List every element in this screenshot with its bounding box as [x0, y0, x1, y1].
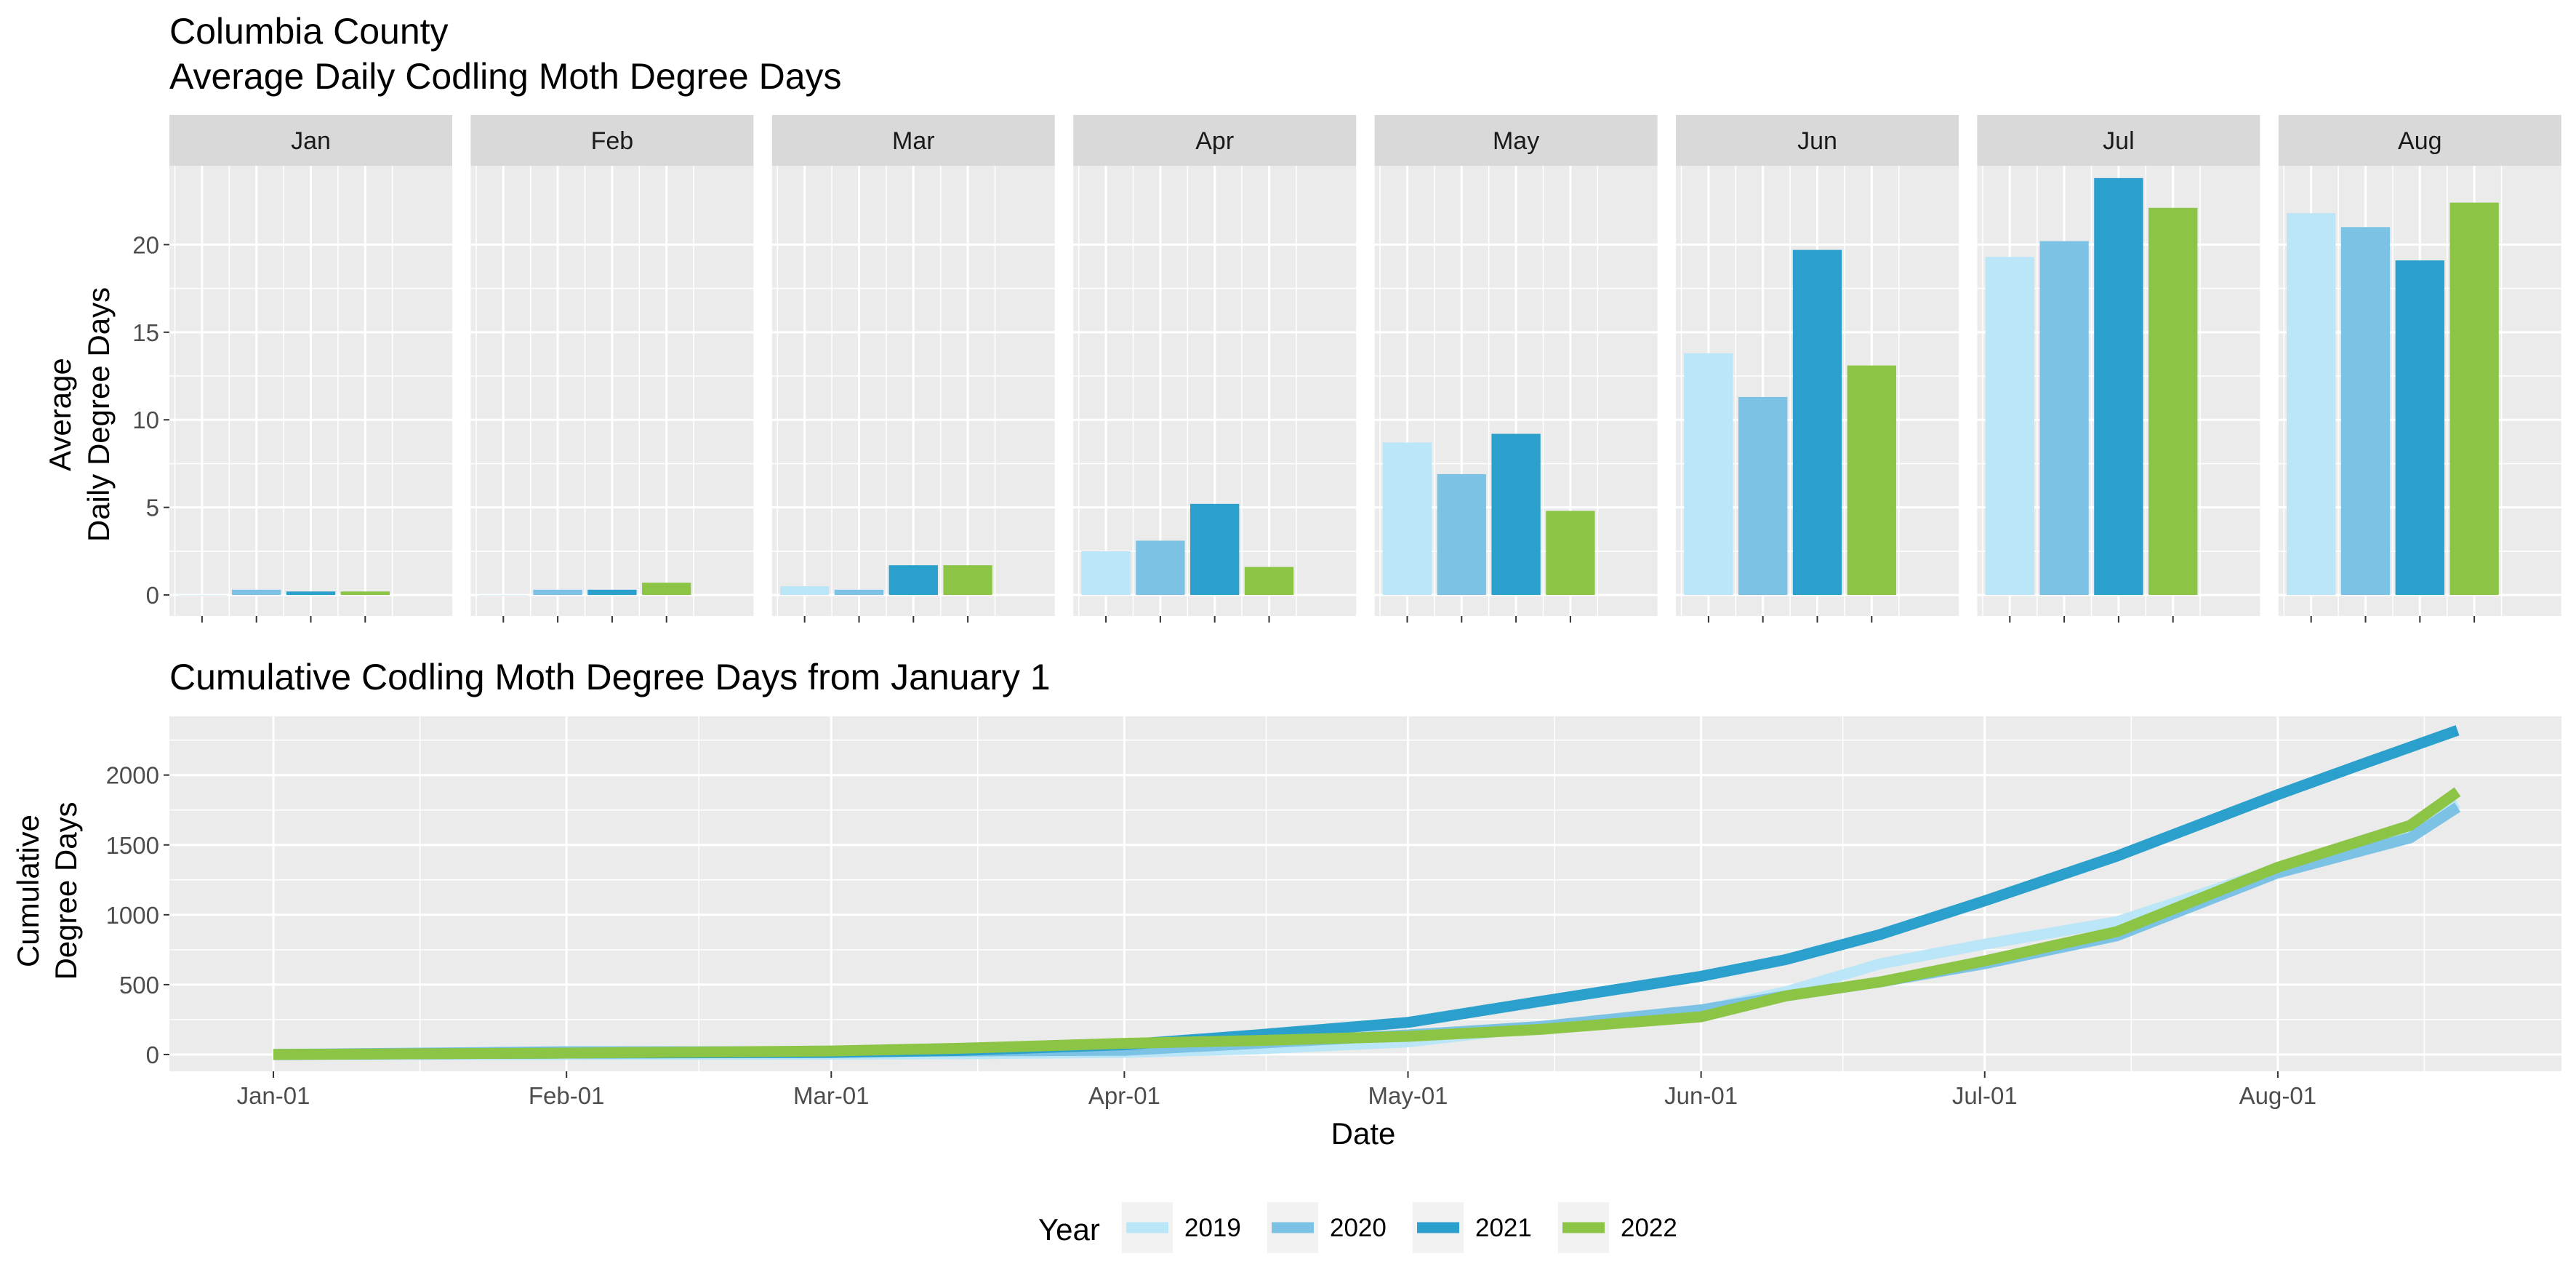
facet-strip-label-mar: Mar — [892, 127, 935, 155]
bar-mar-2021 — [888, 565, 938, 596]
bar-feb-2020 — [533, 589, 582, 596]
line-y-tick-label-2000: 2000 — [106, 762, 159, 789]
line-chart-title: Cumulative Codling Moth Degree Days from… — [169, 657, 1051, 697]
facet-strip-label-jul: Jul — [2103, 127, 2134, 155]
line-y-tick-label-500: 500 — [119, 972, 159, 999]
bar-jul-2019 — [1985, 257, 2034, 596]
line-y-tick-label-0: 0 — [146, 1041, 159, 1068]
legend-label-2021: 2021 — [1475, 1214, 1532, 1242]
bar-apr-2021 — [1190, 503, 1240, 596]
bar-jun-2022 — [1847, 365, 1896, 596]
bar-chart-title-line-1: Columbia County — [169, 11, 449, 52]
facet-strip-mar — [771, 115, 1055, 166]
bar-apr-2022 — [1244, 567, 1294, 596]
line-x-tick-label-jan-01: Jan-01 — [237, 1082, 310, 1109]
bar-may-2019 — [1382, 442, 1432, 596]
bar-chart: 0 5 10 15 20 Jan Feb Mar Apr May Jun Jul Aug — [132, 115, 2561, 623]
bar-chart-ylabel-line-1: Average — [43, 358, 77, 471]
facet-strip-label-aug: Aug — [2398, 127, 2442, 155]
bar-mar-2020 — [834, 589, 884, 596]
legend-label-2022: 2022 — [1621, 1214, 1677, 1242]
line-x-tick-label-aug-01: Aug-01 — [2239, 1082, 2316, 1109]
bar-aug-2019 — [2287, 213, 2336, 596]
facet-strip-jul — [1977, 115, 2260, 166]
line-x-tick-label-apr-01: Apr-01 — [1088, 1082, 1160, 1109]
line-chart-ylabel-line-2: Degree Days — [49, 801, 83, 980]
bar-jul-2022 — [2148, 207, 2198, 596]
bar-may-2020 — [1437, 473, 1486, 596]
line-y-tick-label-1500: 1500 — [106, 832, 159, 859]
facet-strip-label-apr: Apr — [1195, 127, 1234, 155]
bar-jul-2020 — [2039, 241, 2089, 596]
bar-y-tick-label-0: 0 — [146, 582, 159, 609]
facet-strip-feb — [470, 115, 754, 166]
line-x-tick-label-mar-01: Mar-01 — [793, 1082, 870, 1109]
bar-jan-2019 — [177, 595, 227, 596]
bar-y-tick-label-15: 15 — [132, 319, 159, 346]
bar-y-tick-label-5: 5 — [146, 495, 159, 521]
bar-feb-2022 — [642, 583, 691, 596]
facet-strip-label-may: May — [1493, 127, 1539, 155]
line-chart-xlabel: Date — [1331, 1116, 1396, 1151]
bar-jul-2021 — [2094, 177, 2143, 596]
legend-label-2020: 2020 — [1330, 1214, 1387, 1242]
bar-y-tick-label-10: 10 — [132, 407, 159, 433]
legend-label-2019: 2019 — [1184, 1214, 1241, 1242]
line-series-2022 — [273, 787, 2461, 1060]
facet-strip-aug — [2278, 115, 2561, 166]
bar-jun-2020 — [1738, 396, 1788, 596]
line-x-tick-label-feb-01: Feb-01 — [529, 1082, 605, 1109]
facet-strip-label-jan: Jan — [291, 127, 331, 155]
bar-aug-2021 — [2395, 260, 2444, 596]
bar-mar-2019 — [780, 586, 830, 596]
facet-strip-jun — [1676, 115, 1959, 166]
bar-mar-2022 — [943, 565, 992, 596]
facet-strip-apr — [1073, 115, 1357, 166]
bar-feb-2019 — [478, 595, 528, 596]
line-x-tick-label-may-01: May-01 — [1368, 1082, 1448, 1109]
bar-chart-ylabel-line-2: Daily Degree Days — [81, 287, 116, 542]
bar-y-tick-label-20: 20 — [132, 231, 159, 258]
line-y-tick-label-1000: 1000 — [106, 902, 159, 929]
facet-strip-may — [1374, 115, 1658, 166]
bar-aug-2020 — [2340, 227, 2391, 596]
bar-jan-2020 — [232, 589, 281, 596]
bar-jan-2022 — [340, 591, 390, 596]
facet-strip-label-jun: Jun — [1797, 127, 1837, 155]
line-x-tick-label-jun-01: Jun-01 — [1664, 1082, 1738, 1109]
line-x-tick-label-jul-01: Jul-01 — [1952, 1082, 2018, 1109]
bar-may-2022 — [1546, 511, 1595, 596]
legend: Year 2019 2020 2021 2022 — [1038, 1202, 1677, 1253]
line-chart: 0 500 1000 1500 2000 Jan-01 Feb-01 Mar-01 Apr-01… — [106, 716, 2561, 1109]
bar-jan-2021 — [286, 591, 336, 596]
facet-strip-jan — [169, 115, 452, 166]
bar-feb-2021 — [587, 589, 637, 596]
bar-apr-2020 — [1136, 540, 1185, 596]
facet-strip-label-feb: Feb — [591, 127, 634, 155]
bar-apr-2019 — [1081, 551, 1131, 596]
bar-jun-2019 — [1684, 353, 1733, 596]
legend-title: Year — [1038, 1212, 1100, 1247]
bar-may-2021 — [1491, 433, 1541, 596]
bar-chart-title-line-2: Average Daily Codling Moth Degree Days — [169, 56, 842, 97]
bar-jun-2021 — [1792, 249, 1842, 596]
bar-aug-2022 — [2449, 202, 2499, 596]
line-chart-ylabel-line-1: Cumulative — [11, 815, 45, 967]
